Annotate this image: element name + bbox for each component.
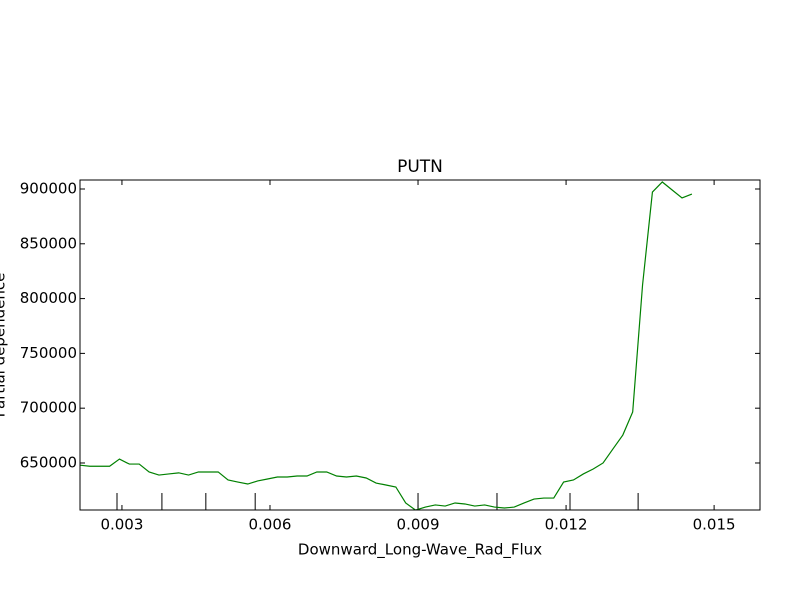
chart-title: PUTN: [397, 157, 443, 177]
x-tick-label: 0.012: [545, 516, 588, 534]
y-tick-label: 750000: [20, 344, 77, 362]
x-tick-label: 0.003: [100, 516, 143, 534]
y-tick-label: 700000: [20, 399, 77, 417]
y-axis-label: Partial dependence: [0, 273, 9, 418]
x-tick-label: 0.006: [249, 516, 292, 534]
y-tick-label: 800000: [20, 289, 77, 307]
x-axis-label: Downward_Long-Wave_Rad_Flux: [298, 541, 542, 560]
y-tick-label: 900000: [20, 179, 77, 197]
y-tick-label: 850000: [20, 234, 77, 252]
plot-frame: [79, 179, 761, 511]
data-line: [80, 181, 693, 510]
y-tick-label: 650000: [20, 453, 77, 471]
x-tick-label: 0.009: [397, 516, 440, 534]
x-tick-label: 0.015: [693, 516, 736, 534]
